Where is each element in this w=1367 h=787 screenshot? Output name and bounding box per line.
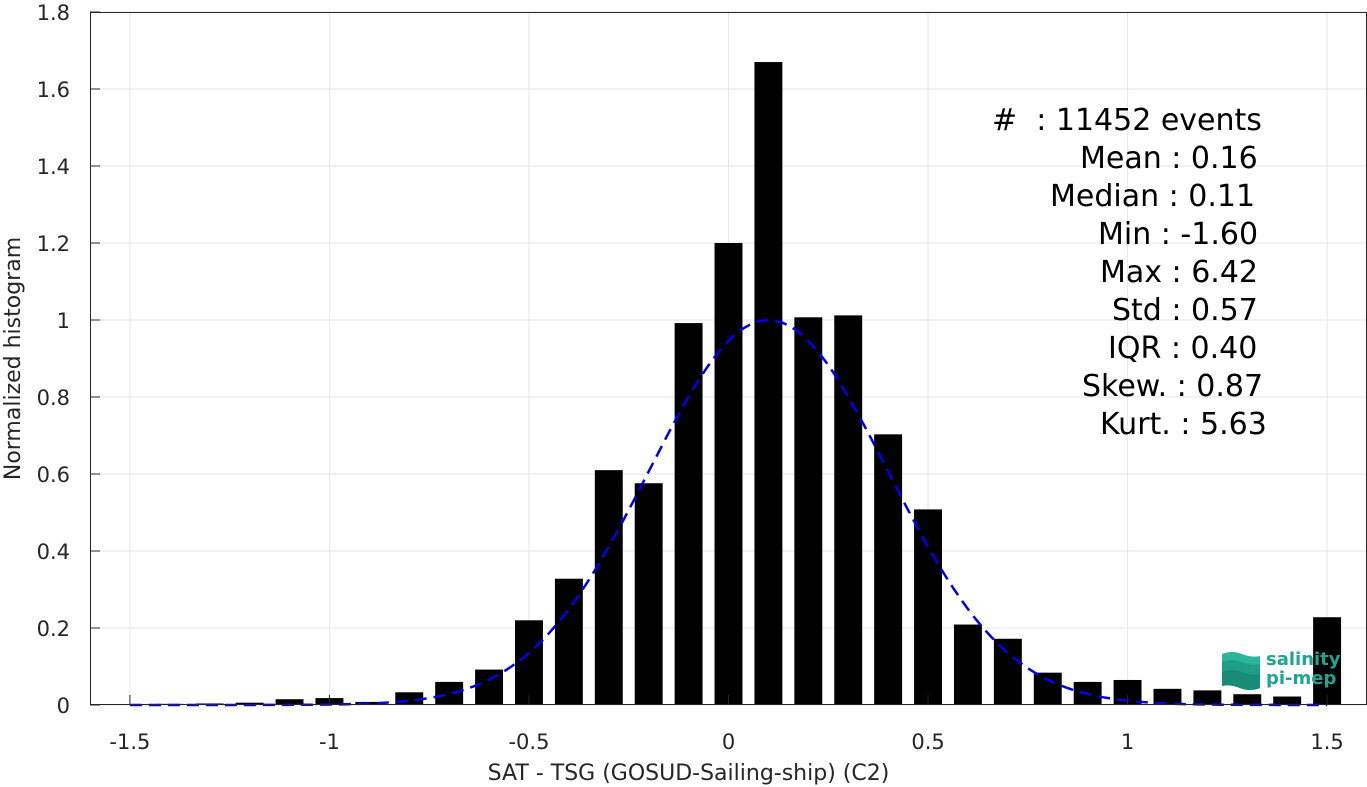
histogram-bar [834,315,863,705]
histogram-bar [275,699,304,705]
stat-events: # : 11452 events [992,103,1262,138]
stat-max: Max : 6.42 [1100,255,1258,290]
histogram-bar [714,243,743,705]
x-tick-label: 1 [1121,730,1134,754]
y-axis-label: Normalized histogram [1,237,26,480]
histogram-bar [794,317,823,705]
wave-logo-icon [1222,652,1260,690]
histogram-bar [435,681,464,705]
histogram-bar [914,509,942,705]
y-tick-label: 1.6 [37,78,70,102]
y-tick-label: 1.2 [37,232,70,256]
x-tick-label: 0.5 [911,730,944,754]
y-tick-label: 1.8 [37,1,70,25]
histogram-bar [874,434,903,705]
histogram-bar [1313,617,1342,705]
histogram-bar [634,483,663,705]
histogram-bar [1033,672,1062,705]
histogram-bar [674,323,703,705]
histogram-bar [554,578,583,705]
stat-kurt: Kurt. : 5.63 [1100,407,1267,442]
stat-std: Std : 0.57 [1112,293,1258,328]
stat-skew: Skew. : 0.87 [1082,369,1264,404]
histogram-bar [1273,696,1302,705]
x-tick-label: -0.5 [508,730,549,754]
y-tick-label: 0.8 [37,386,70,410]
stat-min: Min : -1.60 [1098,217,1259,252]
histogram-bars [115,62,1342,706]
y-tick-label: 1 [57,309,70,333]
stat-mean: Mean : 0.16 [1080,141,1258,176]
y-tick-label: 0.6 [37,463,70,487]
x-tick-label: 1.5 [1310,730,1343,754]
histogram-bar [1233,694,1262,705]
histogram-bar [515,620,543,705]
x-axis-label: SAT - TSG (GOSUD-Sailing-ship) (C2) [488,761,890,786]
x-tick-label: -1.5 [109,730,150,754]
histogram-bar [1193,690,1222,705]
histogram-bar [475,669,504,705]
y-tick-label: 0.4 [37,540,70,564]
salinity-pimep-logo: salinity pi-mep [1218,648,1346,696]
histogram-bar [594,470,623,705]
histogram-bar [953,624,982,705]
stat-median: Median : 0.11 [1050,179,1256,214]
y-axis-ticks: 0 0.2 0.4 0.6 0.8 1 1.2 1.4 1.6 1.8 [37,1,100,718]
logo-line2: pi-mep [1266,668,1337,689]
histogram-bar [993,638,1022,705]
logo-line1: salinity [1266,649,1341,670]
histogram-bar [1153,688,1182,705]
histogram-bar [754,62,783,706]
y-tick-label: 0 [57,694,70,718]
y-tick-label: 0.2 [37,617,70,641]
stat-iqr: IQR : 0.40 [1108,331,1258,366]
x-tick-label: -1 [319,730,340,754]
logo-text: salinity pi-mep [1266,650,1341,688]
x-tick-label: 0 [722,730,735,754]
x-axis-ticks: -1.5 -1 -0.5 0 0.5 1 1.5 [109,695,1344,754]
y-tick-label: 1.4 [37,155,70,179]
